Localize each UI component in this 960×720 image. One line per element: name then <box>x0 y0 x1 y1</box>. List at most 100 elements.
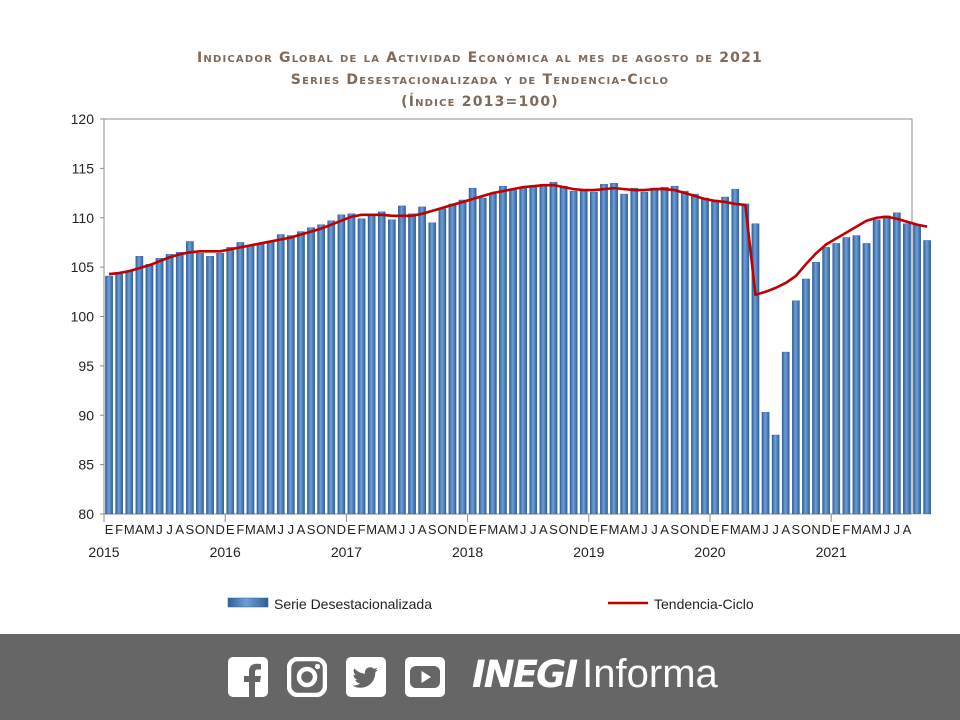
x-month-label: D <box>579 522 588 537</box>
bar <box>165 254 174 515</box>
x-month-label: N <box>448 522 457 537</box>
bar <box>155 258 164 515</box>
legend-bar-swatch <box>227 597 269 608</box>
facebook-icon[interactable] <box>228 657 268 697</box>
x-month-label: S <box>428 522 437 537</box>
brand-light-text: Informa <box>582 652 718 696</box>
bar <box>781 351 790 515</box>
x-month-label: F <box>358 522 366 537</box>
bar <box>832 243 841 515</box>
x-month-label: S <box>186 522 195 537</box>
x-month-label: M <box>265 522 276 537</box>
bar <box>115 273 123 515</box>
youtube-icon[interactable] <box>405 657 445 697</box>
x-month-label: M <box>609 522 620 537</box>
bar <box>297 231 305 515</box>
bar <box>489 193 497 515</box>
footer-bar: INEGI Informa <box>0 634 960 720</box>
legend-trend-label: Tendencia-Ciclo <box>654 596 754 612</box>
bar <box>569 190 578 515</box>
x-month-label: F <box>842 522 850 537</box>
bar <box>872 219 881 515</box>
x-month-label: O <box>195 522 205 537</box>
bar <box>650 187 659 515</box>
bar <box>590 191 598 515</box>
x-month-label: S <box>307 522 316 537</box>
x-month-label: J <box>520 522 527 537</box>
y-tick-label: 95 <box>78 358 94 374</box>
x-month-label: A <box>539 522 548 537</box>
x-month-label: J <box>762 522 769 537</box>
x-month-label: J <box>409 522 416 537</box>
bar <box>893 212 901 515</box>
bar <box>711 199 719 515</box>
x-month-label: M <box>144 522 155 537</box>
x-month-label: J <box>772 522 779 537</box>
chart-title-line-2: Series Desestacionalizada y de Tendencia… <box>290 72 670 88</box>
x-month-label: A <box>418 522 427 537</box>
x-month-label: J <box>156 522 163 537</box>
bar <box>226 247 235 515</box>
bars-group <box>105 181 931 515</box>
chart-title-line-1: Indicador Global de la Actividad Económi… <box>196 50 763 66</box>
bar <box>579 189 588 515</box>
x-month-label: S <box>549 522 558 537</box>
bar <box>125 270 134 515</box>
x-month-label: O <box>437 522 447 537</box>
y-tick-label: 120 <box>71 111 95 127</box>
bar <box>236 242 245 515</box>
bar <box>680 190 689 515</box>
y-tick-label: 105 <box>71 259 95 275</box>
x-month-label: N <box>811 522 820 537</box>
bar <box>771 434 780 515</box>
bar <box>852 235 861 515</box>
bar <box>246 245 255 515</box>
x-month-label: A <box>297 522 306 537</box>
x-month-label: M <box>851 522 862 537</box>
x-month-label: M <box>487 522 498 537</box>
x-month-label: A <box>903 522 912 537</box>
x-month-label: O <box>801 522 811 537</box>
x-month-label: M <box>366 522 377 537</box>
x-month-label: J <box>641 522 648 537</box>
instagram-icon[interactable] <box>287 657 327 697</box>
x-month-label: O <box>316 522 326 537</box>
bar <box>337 214 346 515</box>
x-month-label: A <box>256 522 265 537</box>
bar <box>478 197 487 515</box>
bar <box>913 224 921 515</box>
bar <box>105 275 113 515</box>
x-month-label: J <box>278 522 285 537</box>
bar <box>196 253 204 515</box>
bar <box>660 186 669 515</box>
x-month-label: A <box>862 522 871 537</box>
bar <box>691 193 699 515</box>
y-axis: 80 85 90 95 100 105 110 115 120 <box>71 111 104 522</box>
bar <box>731 188 740 515</box>
y-tick-label: 85 <box>78 457 94 473</box>
x-month-label: M <box>386 522 397 537</box>
bar <box>630 187 639 515</box>
x-month-label: E <box>105 522 114 537</box>
bar <box>549 181 558 515</box>
x-year-label: 2021 <box>816 544 847 560</box>
x-month-label: M <box>124 522 135 537</box>
x-month-label: A <box>377 522 386 537</box>
x-month-label: A <box>499 522 508 537</box>
bar <box>741 203 750 515</box>
x-month-label: D <box>337 522 346 537</box>
twitter-icon[interactable] <box>346 657 386 697</box>
bar <box>812 261 820 515</box>
bar <box>327 220 336 515</box>
x-month-label: E <box>590 522 599 537</box>
x-month-label: J <box>884 522 891 537</box>
x-month-label: E <box>468 522 477 537</box>
bar <box>751 223 760 515</box>
bar <box>175 252 184 515</box>
x-month-label: A <box>741 522 750 537</box>
trend-group <box>108 183 928 297</box>
x-month-label: J <box>530 522 537 537</box>
bar <box>792 300 800 515</box>
x-month-label: D <box>458 522 467 537</box>
